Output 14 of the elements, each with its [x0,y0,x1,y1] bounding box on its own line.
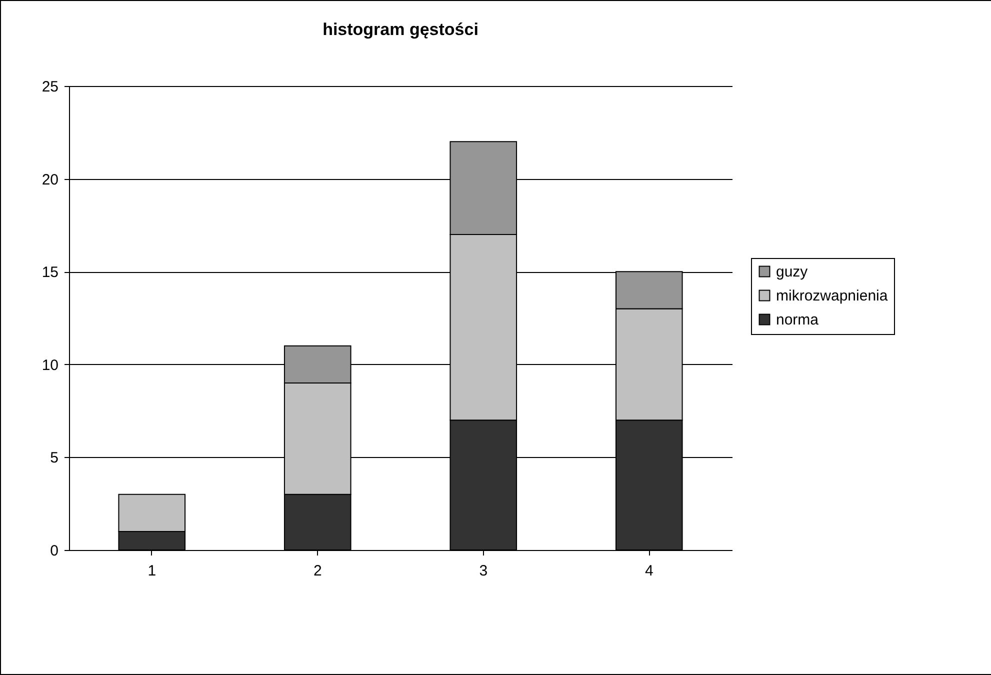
legend-label: mikrozwapnienia [776,288,888,304]
legend-label: norma [776,312,820,328]
legend-label: guzy [776,264,808,280]
y-tick-label: 25 [42,78,58,96]
y-tick-label: 5 [50,450,58,467]
y-tick-label: 15 [42,264,58,282]
x-tick-label: 3 [479,562,488,580]
chart-title: histogram gęstości [322,20,478,39]
x-tick-label: 2 [313,562,322,580]
x-tick-label: 4 [644,562,654,580]
x-tick-label: 1 [148,562,156,580]
y-tick-label: 10 [42,356,58,374]
y-tick-label: 20 [42,171,58,188]
y-tick-label: 0 [50,542,58,560]
